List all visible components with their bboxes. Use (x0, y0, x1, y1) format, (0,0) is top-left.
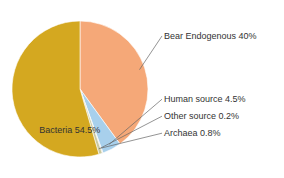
svg-text:Archaea 0.8%: Archaea 0.8% (164, 128, 221, 138)
svg-text:Bear Endogenous 40%: Bear Endogenous 40% (164, 31, 257, 41)
svg-text:Bacteria 54.5%: Bacteria 54.5% (39, 125, 100, 135)
svg-text:Other source 0.2%: Other source 0.2% (164, 111, 239, 121)
svg-text:Human source 4.5%: Human source 4.5% (164, 94, 246, 104)
